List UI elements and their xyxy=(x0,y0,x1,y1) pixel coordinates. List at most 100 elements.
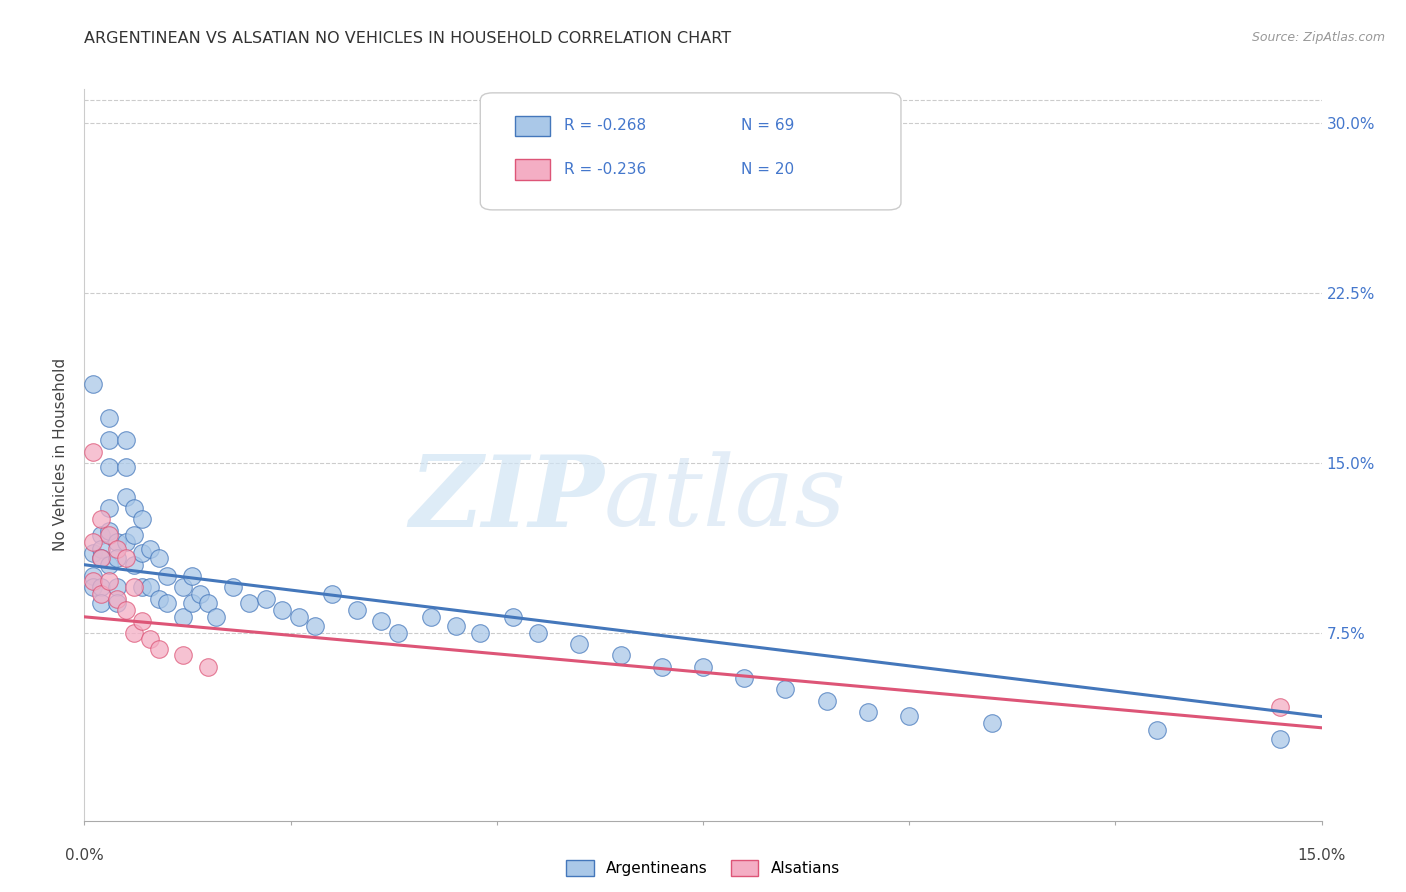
Point xyxy=(898,709,921,723)
Point xyxy=(82,569,104,583)
Text: R = -0.268: R = -0.268 xyxy=(564,119,647,133)
Text: R = -0.236: R = -0.236 xyxy=(564,162,647,178)
Point xyxy=(98,410,121,425)
FancyBboxPatch shape xyxy=(481,93,901,210)
Text: N = 20: N = 20 xyxy=(741,162,794,178)
Point xyxy=(733,671,755,685)
Point xyxy=(98,501,121,516)
Point xyxy=(82,581,104,595)
Point xyxy=(856,705,879,719)
Point xyxy=(90,551,112,566)
Point xyxy=(105,551,128,566)
Point xyxy=(651,659,673,673)
Point xyxy=(444,619,467,633)
Point xyxy=(288,610,311,624)
Point xyxy=(1146,723,1168,737)
Point xyxy=(609,648,631,663)
Point xyxy=(122,501,145,516)
Point xyxy=(131,546,153,560)
Point xyxy=(105,541,128,556)
Point xyxy=(419,610,441,624)
Point xyxy=(156,596,179,610)
Point xyxy=(139,632,162,647)
Text: atlas: atlas xyxy=(605,451,846,547)
Point xyxy=(98,460,121,475)
Point xyxy=(98,558,121,572)
Text: ARGENTINEAN VS ALSATIAN NO VEHICLES IN HOUSEHOLD CORRELATION CHART: ARGENTINEAN VS ALSATIAN NO VEHICLES IN H… xyxy=(84,31,731,46)
Point xyxy=(180,596,202,610)
Point xyxy=(1270,700,1292,714)
Point xyxy=(98,524,121,538)
Point xyxy=(122,528,145,542)
Point xyxy=(98,433,121,447)
Point xyxy=(148,641,170,656)
Point xyxy=(1270,732,1292,747)
Point xyxy=(775,682,797,697)
Point xyxy=(90,512,112,526)
Point xyxy=(122,581,145,595)
Text: N = 69: N = 69 xyxy=(741,119,794,133)
Text: 0.0%: 0.0% xyxy=(65,847,104,863)
Point xyxy=(156,569,179,583)
Point xyxy=(131,581,153,595)
Text: ZIP: ZIP xyxy=(409,450,605,547)
Point xyxy=(148,591,170,606)
Point xyxy=(197,596,219,610)
Point xyxy=(105,596,128,610)
Y-axis label: No Vehicles in Household: No Vehicles in Household xyxy=(53,359,69,551)
Point xyxy=(90,528,112,542)
Point xyxy=(470,625,492,640)
Point xyxy=(114,603,136,617)
Point xyxy=(114,551,136,566)
Point xyxy=(105,535,128,549)
Point xyxy=(90,581,112,595)
Point xyxy=(197,659,219,673)
Point xyxy=(527,625,550,640)
Point xyxy=(370,615,392,629)
Point xyxy=(238,596,260,610)
Point xyxy=(90,551,112,566)
Legend: Argentineans, Alsatians: Argentineans, Alsatians xyxy=(560,855,846,882)
Point xyxy=(502,610,524,624)
Point xyxy=(139,581,162,595)
Point xyxy=(188,587,211,601)
Point xyxy=(114,490,136,504)
Point xyxy=(131,615,153,629)
Point xyxy=(387,625,409,640)
Point xyxy=(139,541,162,556)
Point xyxy=(222,581,245,595)
Point xyxy=(321,587,343,601)
Point xyxy=(105,581,128,595)
Point xyxy=(82,535,104,549)
Point xyxy=(271,603,294,617)
Point xyxy=(304,619,326,633)
FancyBboxPatch shape xyxy=(515,116,550,136)
Point xyxy=(90,587,112,601)
Point xyxy=(148,551,170,566)
Point xyxy=(82,444,104,458)
Point xyxy=(568,637,591,651)
Text: 15.0%: 15.0% xyxy=(1298,847,1346,863)
Point xyxy=(692,659,714,673)
Point xyxy=(114,433,136,447)
Point xyxy=(114,460,136,475)
Point xyxy=(172,581,194,595)
Point xyxy=(346,603,368,617)
Point xyxy=(90,541,112,556)
Point xyxy=(131,512,153,526)
Point xyxy=(122,625,145,640)
Point xyxy=(122,558,145,572)
Point xyxy=(98,528,121,542)
Point xyxy=(82,376,104,391)
Point xyxy=(180,569,202,583)
Point xyxy=(82,546,104,560)
Point xyxy=(172,648,194,663)
Point xyxy=(90,596,112,610)
Text: Source: ZipAtlas.com: Source: ZipAtlas.com xyxy=(1251,31,1385,45)
Point xyxy=(82,574,104,588)
FancyBboxPatch shape xyxy=(515,160,550,180)
Point xyxy=(98,574,121,588)
Point xyxy=(815,693,838,707)
Point xyxy=(105,591,128,606)
Point xyxy=(114,535,136,549)
